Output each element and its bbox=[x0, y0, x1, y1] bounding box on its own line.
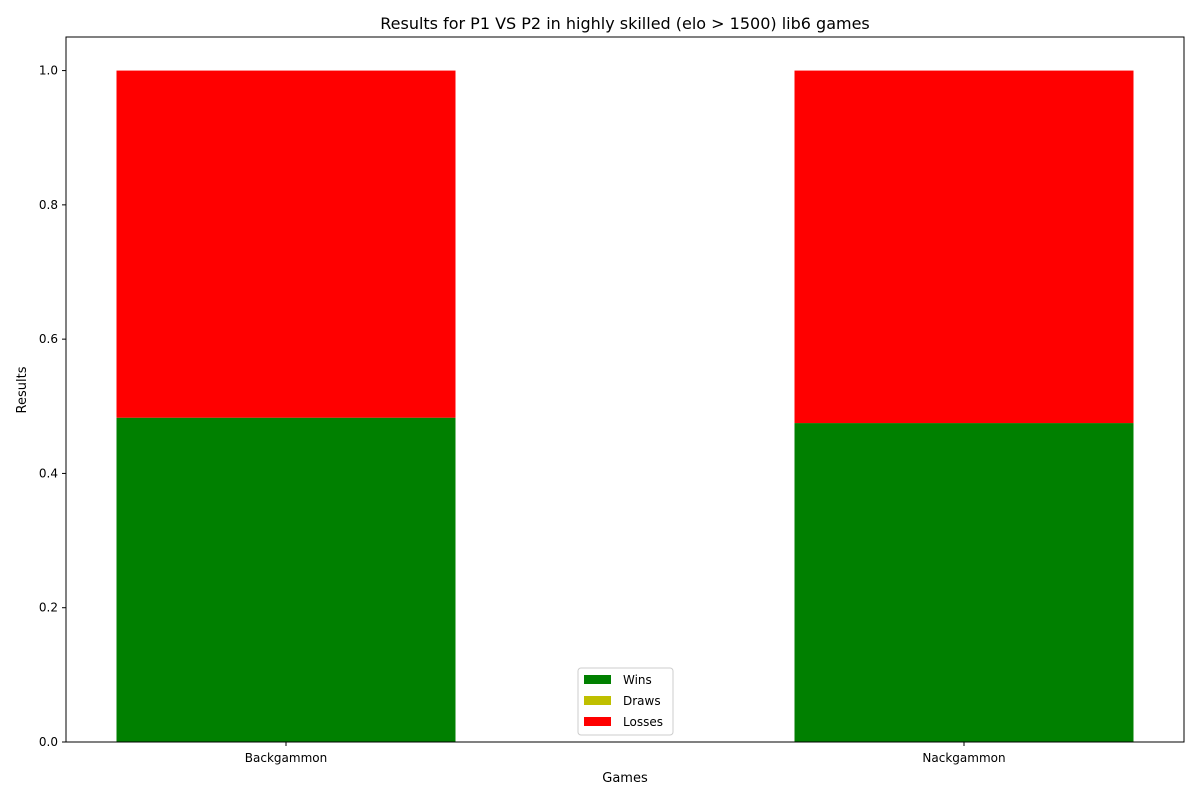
y-tick-label: 0.8 bbox=[39, 198, 58, 212]
legend-label-draws: Draws bbox=[623, 694, 661, 708]
legend-swatch-losses bbox=[584, 717, 611, 726]
y-tick-label: 0.0 bbox=[39, 735, 58, 749]
bar-losses-nackgammon bbox=[794, 70, 1134, 424]
x-axis: Backgammon Nackgammon bbox=[245, 742, 1006, 765]
y-tick-label: 0.6 bbox=[39, 332, 58, 346]
legend-label-wins: Wins bbox=[623, 673, 652, 687]
y-tick-label: 1.0 bbox=[39, 64, 58, 78]
bar-wins-nackgammon bbox=[794, 423, 1134, 742]
y-tick-label: 0.4 bbox=[39, 466, 58, 480]
y-tick-label: 0.2 bbox=[39, 601, 58, 615]
bars-group bbox=[116, 70, 1134, 742]
chart-title: Results for P1 VS P2 in highly skilled (… bbox=[380, 14, 870, 33]
bar-losses-backgammon bbox=[116, 70, 456, 418]
x-tick-label: Backgammon bbox=[245, 751, 327, 765]
y-axis-label: Results bbox=[15, 366, 30, 413]
legend-swatch-draws bbox=[584, 696, 611, 705]
legend: Wins Draws Losses bbox=[577, 667, 674, 736]
y-axis: 0.0 0.2 0.4 0.6 0.8 1.0 bbox=[39, 64, 66, 749]
bar-wins-backgammon bbox=[116, 417, 456, 742]
legend-swatch-wins bbox=[584, 675, 611, 684]
x-tick-label: Nackgammon bbox=[922, 751, 1005, 765]
plot-frame bbox=[65, 36, 1185, 743]
legend-label-losses: Losses bbox=[623, 715, 663, 729]
x-axis-label: Games bbox=[602, 771, 648, 786]
